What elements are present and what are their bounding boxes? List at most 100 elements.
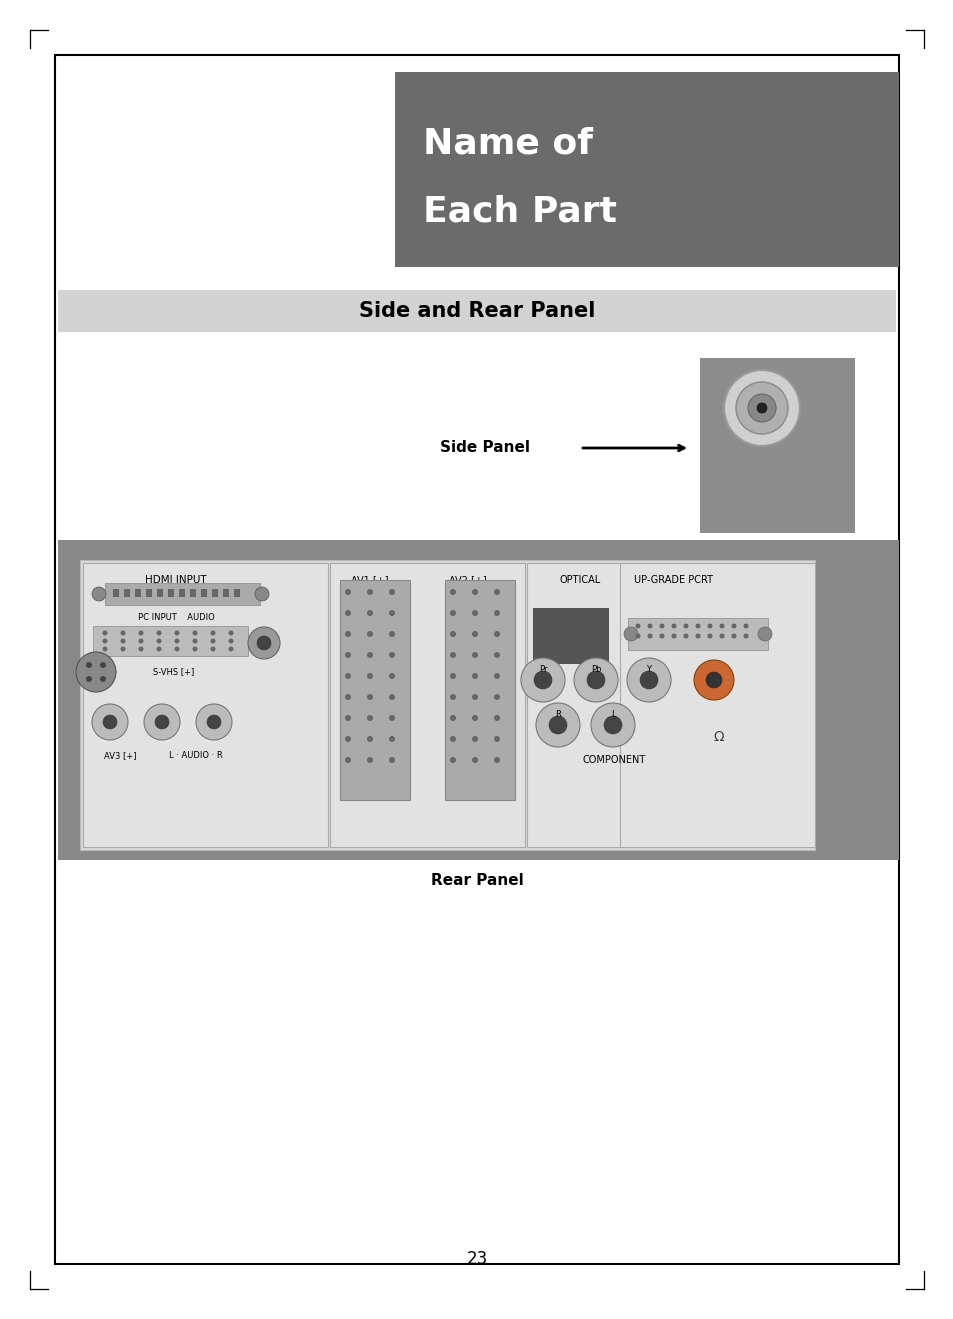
Circle shape bbox=[138, 646, 143, 652]
Circle shape bbox=[138, 638, 143, 644]
Circle shape bbox=[193, 646, 197, 652]
Circle shape bbox=[494, 673, 499, 679]
Circle shape bbox=[86, 677, 91, 682]
Circle shape bbox=[154, 715, 169, 729]
Circle shape bbox=[248, 627, 280, 660]
Circle shape bbox=[174, 646, 179, 652]
Circle shape bbox=[548, 716, 566, 733]
Bar bbox=[444, 580, 515, 801]
Circle shape bbox=[345, 630, 351, 637]
Circle shape bbox=[635, 624, 639, 628]
Bar bbox=[526, 563, 814, 847]
Circle shape bbox=[156, 638, 161, 644]
Circle shape bbox=[229, 630, 233, 636]
Circle shape bbox=[345, 715, 351, 721]
Bar bbox=[112, 590, 119, 598]
Circle shape bbox=[389, 609, 395, 616]
Bar bbox=[80, 561, 814, 849]
Bar bbox=[157, 590, 163, 598]
Circle shape bbox=[707, 624, 712, 628]
Text: COMPONENT: COMPONENT bbox=[581, 754, 645, 765]
Circle shape bbox=[494, 736, 499, 743]
Circle shape bbox=[367, 673, 373, 679]
Circle shape bbox=[102, 638, 108, 644]
Circle shape bbox=[635, 633, 639, 638]
Text: AV1 [+]: AV1 [+] bbox=[351, 575, 389, 586]
Circle shape bbox=[682, 633, 688, 638]
Circle shape bbox=[193, 638, 197, 644]
Bar bbox=[58, 290, 895, 332]
Circle shape bbox=[647, 633, 652, 638]
Circle shape bbox=[494, 757, 499, 762]
Circle shape bbox=[193, 630, 197, 636]
Circle shape bbox=[450, 652, 456, 658]
Circle shape bbox=[472, 673, 477, 679]
Bar bbox=[700, 357, 854, 533]
Bar bbox=[201, 590, 207, 598]
Circle shape bbox=[91, 587, 106, 601]
Text: OPTICAL: OPTICAL bbox=[558, 575, 600, 586]
Circle shape bbox=[120, 638, 126, 644]
Circle shape bbox=[719, 633, 723, 638]
Circle shape bbox=[254, 587, 269, 601]
Circle shape bbox=[138, 630, 143, 636]
Circle shape bbox=[536, 703, 579, 747]
Bar bbox=[124, 590, 130, 598]
Circle shape bbox=[735, 383, 787, 434]
Circle shape bbox=[742, 624, 748, 628]
Circle shape bbox=[229, 638, 233, 644]
Circle shape bbox=[195, 704, 232, 740]
Circle shape bbox=[389, 590, 395, 595]
Circle shape bbox=[102, 630, 108, 636]
Circle shape bbox=[494, 715, 499, 721]
Text: L: L bbox=[610, 710, 615, 719]
Circle shape bbox=[389, 673, 395, 679]
Circle shape bbox=[100, 677, 106, 682]
Circle shape bbox=[367, 736, 373, 743]
Text: L · AUDIO · R: L · AUDIO · R bbox=[169, 752, 223, 761]
Text: HDMI INPUT: HDMI INPUT bbox=[145, 575, 207, 586]
Text: 23: 23 bbox=[466, 1250, 487, 1268]
Circle shape bbox=[389, 715, 395, 721]
Circle shape bbox=[659, 624, 664, 628]
Circle shape bbox=[100, 662, 106, 667]
Bar bbox=[233, 590, 240, 598]
Circle shape bbox=[86, 662, 91, 667]
Text: UP-GRADE PCRT: UP-GRADE PCRT bbox=[634, 575, 713, 586]
Circle shape bbox=[472, 736, 477, 743]
Circle shape bbox=[389, 630, 395, 637]
Circle shape bbox=[345, 609, 351, 616]
Circle shape bbox=[211, 646, 215, 652]
Circle shape bbox=[450, 736, 456, 743]
Text: Pr: Pr bbox=[538, 665, 547, 674]
Bar bbox=[190, 590, 195, 598]
Circle shape bbox=[91, 704, 128, 740]
Bar bbox=[395, 73, 898, 266]
Circle shape bbox=[389, 736, 395, 743]
Circle shape bbox=[345, 757, 351, 762]
Bar bbox=[330, 563, 524, 847]
Circle shape bbox=[671, 633, 676, 638]
Circle shape bbox=[367, 652, 373, 658]
Bar bbox=[212, 590, 218, 598]
Circle shape bbox=[494, 652, 499, 658]
Bar bbox=[168, 590, 173, 598]
Text: AV3 [+]: AV3 [+] bbox=[104, 752, 136, 761]
Circle shape bbox=[450, 673, 456, 679]
Circle shape bbox=[695, 624, 700, 628]
Circle shape bbox=[345, 652, 351, 658]
Circle shape bbox=[367, 609, 373, 616]
Circle shape bbox=[472, 652, 477, 658]
Circle shape bbox=[156, 630, 161, 636]
Bar bbox=[92, 627, 248, 656]
Circle shape bbox=[120, 646, 126, 652]
Circle shape bbox=[229, 646, 233, 652]
Circle shape bbox=[472, 757, 477, 762]
Bar bbox=[533, 608, 607, 663]
Circle shape bbox=[671, 624, 676, 628]
Circle shape bbox=[367, 757, 373, 762]
Circle shape bbox=[705, 671, 721, 689]
Circle shape bbox=[389, 757, 395, 762]
Bar bbox=[55, 55, 898, 1264]
Circle shape bbox=[494, 609, 499, 616]
